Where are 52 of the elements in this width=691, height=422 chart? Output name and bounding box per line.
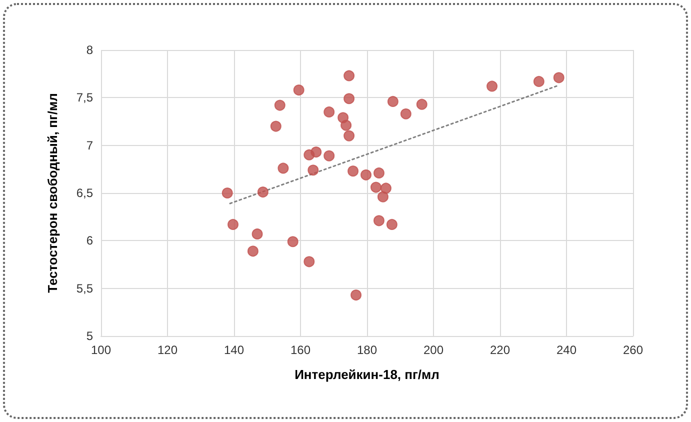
point: [350, 290, 362, 301]
y-tick-label: 8: [86, 43, 94, 57]
point: [304, 256, 315, 268]
x-tick-label: 120: [157, 343, 178, 357]
point: [344, 93, 355, 104]
point: [373, 167, 384, 178]
point: [308, 164, 319, 176]
point: [247, 246, 258, 257]
point: [324, 150, 335, 162]
point: [274, 100, 286, 111]
x-tick-label: 180: [356, 343, 378, 357]
point: [310, 146, 322, 158]
point: [373, 215, 384, 226]
point: [344, 130, 355, 142]
x-tick-label: 100: [90, 343, 112, 357]
point: [344, 70, 355, 82]
x-tick-label: 260: [622, 343, 644, 357]
point: [416, 98, 428, 110]
point: [293, 84, 304, 96]
point: [400, 108, 412, 120]
point: [287, 236, 298, 248]
x-tick-label: 240: [556, 343, 577, 357]
point: [553, 72, 564, 84]
point: [340, 120, 352, 131]
y-tick-label: 6,5: [76, 186, 94, 200]
x-tick-label: 220: [490, 343, 510, 357]
point: [228, 218, 239, 230]
point: [486, 80, 498, 92]
y-tick-label: 5: [86, 329, 94, 343]
point: [252, 228, 263, 240]
point: [257, 186, 268, 198]
point: [222, 188, 233, 198]
x-tick-label: 140: [224, 343, 244, 357]
x-tick-label: 200: [423, 343, 444, 357]
point: [370, 182, 382, 193]
x-tick-label: 160: [290, 343, 311, 357]
point: [387, 96, 398, 107]
point: [324, 106, 335, 118]
y-tick-label: 7,5: [76, 90, 94, 105]
point: [377, 191, 388, 202]
y-tick-label: 5,5: [76, 281, 94, 296]
x-axis-title: Интерлейкин-18, пг/мл: [294, 367, 440, 382]
point: [533, 76, 544, 87]
y-axis-title: Тестостерон свободный, пг/мл: [45, 93, 60, 293]
point: [348, 166, 359, 177]
point: [380, 182, 392, 194]
point: [278, 162, 289, 174]
y-tick-label: 7: [86, 138, 94, 152]
point: [360, 169, 372, 180]
point: [270, 120, 282, 132]
point: [386, 218, 398, 230]
y-tick-label: 6: [86, 234, 94, 248]
